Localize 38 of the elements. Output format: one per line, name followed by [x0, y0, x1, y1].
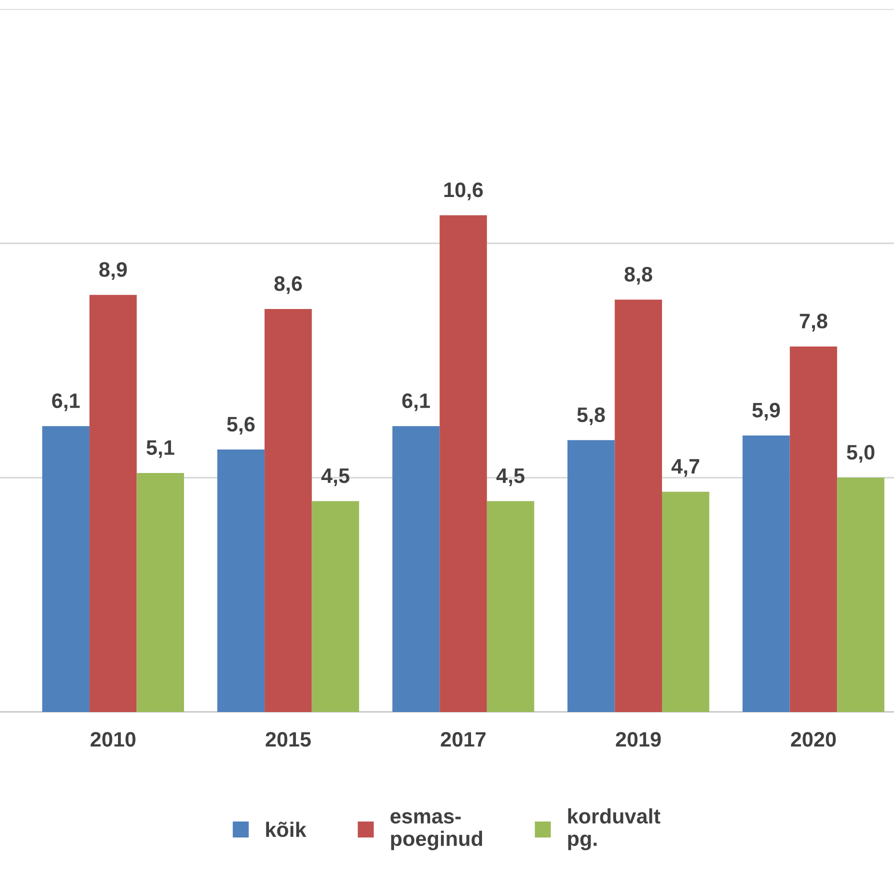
- bar: [136, 472, 184, 712]
- x-tick-label: 2015: [266, 732, 311, 747]
- legend-label: korduvalt pg.: [568, 808, 660, 850]
- legend-label: esmas- poeginud: [390, 812, 482, 850]
- data-label: 4,5: [321, 468, 350, 486]
- data-label: 6,1: [402, 393, 430, 412]
- bar: [42, 426, 90, 712]
- bar: [392, 426, 440, 712]
- bar: [837, 478, 884, 712]
- bar: [567, 440, 615, 712]
- data-label: 5,8: [577, 407, 605, 426]
- data-label: 10,6: [444, 182, 483, 200]
- data-label: 8,6: [274, 276, 302, 294]
- x-tick-label: 2010: [90, 732, 136, 747]
- x-tick-label: 2020: [791, 732, 836, 747]
- legend-label: kõik: [266, 822, 306, 838]
- bar: [440, 215, 487, 712]
- bar: [742, 435, 790, 712]
- bar: [614, 300, 662, 712]
- data-label: 5,1: [146, 440, 174, 458]
- x-tick-label: 2019: [616, 732, 661, 747]
- data-label: 8,9: [99, 262, 127, 280]
- data-label: 5,6: [227, 416, 255, 435]
- data-label: 5,0: [846, 444, 874, 463]
- bar: [217, 450, 265, 712]
- bar: [662, 492, 710, 712]
- bar: [790, 346, 838, 712]
- data-label: 4,5: [496, 468, 524, 486]
- bar: [312, 501, 360, 712]
- bar: [486, 501, 534, 712]
- data-label: 6,1: [52, 393, 80, 412]
- data-label: 4,7: [671, 459, 700, 477]
- bar: [264, 308, 312, 712]
- data-label: 5,9: [752, 402, 780, 420]
- data-label: 8,8: [624, 266, 652, 285]
- x-tick-label: 2017: [440, 732, 486, 747]
- data-label: 7,8: [800, 314, 828, 332]
- bar: [89, 294, 137, 712]
